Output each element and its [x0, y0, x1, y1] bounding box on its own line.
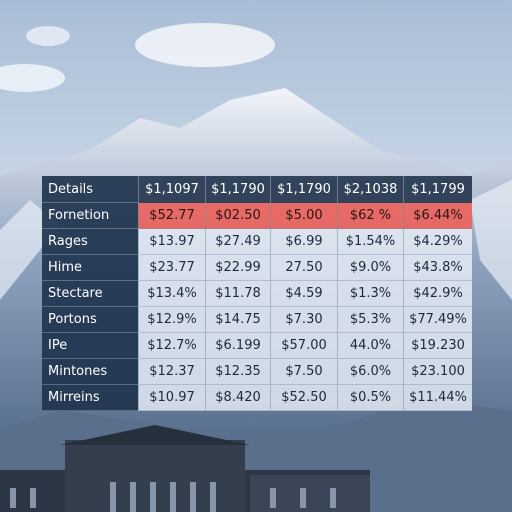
table-cell: $62 %: [337, 203, 403, 229]
table-cell: 44.0%: [337, 333, 403, 359]
header-label: Details: [42, 176, 138, 203]
table-cell: 27.50: [270, 255, 337, 281]
table-cell: $23.77: [138, 255, 205, 281]
row-label: Mirreins: [42, 385, 138, 411]
table-cell: $13.97: [138, 229, 205, 255]
table-cell: $5.3%: [337, 307, 403, 333]
table-cell: $77.49%: [403, 307, 472, 333]
cloud: [135, 23, 275, 67]
header-cell: $1,1097: [138, 176, 205, 203]
table-cell: $27.49: [205, 229, 270, 255]
table-cell: $22.99: [205, 255, 270, 281]
row-label: IPe: [42, 333, 138, 359]
cloud: [0, 64, 65, 92]
table-cell: $12.35: [205, 359, 270, 385]
table-cell: $14.75: [205, 307, 270, 333]
row-label: Portons: [42, 307, 138, 333]
header-cell: $1,1799: [403, 176, 472, 203]
table-cell: $8.420: [205, 385, 270, 411]
table-cell: $12.7%: [138, 333, 205, 359]
header-cell: $1,1790: [270, 176, 337, 203]
table-cell: $1.3%: [337, 281, 403, 307]
table-cell: $13.4%: [138, 281, 205, 307]
table-cell: $4.59: [270, 281, 337, 307]
table-cell: $6.199: [205, 333, 270, 359]
table-cell: $7.50: [270, 359, 337, 385]
table-cell: $7.30: [270, 307, 337, 333]
snow: [470, 180, 512, 300]
row-label: Hime: [42, 255, 138, 281]
table-cell: $57.00: [270, 333, 337, 359]
table-cell: $5.00: [270, 203, 337, 229]
table-cell: $52.50: [270, 385, 337, 411]
table-cell: $52.77: [138, 203, 205, 229]
row-label: Rages: [42, 229, 138, 255]
header-cell: $2,1038: [337, 176, 403, 203]
table-cell: $19.230: [403, 333, 472, 359]
table-cell: $9.0%: [337, 255, 403, 281]
table-cell: $0.5%: [337, 385, 403, 411]
row-label: Stectare: [42, 281, 138, 307]
table-cell: $23.100: [403, 359, 472, 385]
table-cell: $12.9%: [138, 307, 205, 333]
row-label: Mintones: [42, 359, 138, 385]
building: [0, 425, 370, 512]
table-cell: $10.97: [138, 385, 205, 411]
table-cell: $6.44%: [403, 203, 472, 229]
row-label: Fornetion: [42, 203, 138, 229]
table-cell: $42.9%: [403, 281, 472, 307]
table-cell: $6.0%: [337, 359, 403, 385]
table-cell: $43.8%: [403, 255, 472, 281]
table-cell: $1.54%: [337, 229, 403, 255]
table-cell: $11.78: [205, 281, 270, 307]
table-cell: $6.99: [270, 229, 337, 255]
table-cell: $11.44%: [403, 385, 472, 411]
cloud: [26, 26, 70, 46]
header-cell: $1,1790: [205, 176, 270, 203]
table-cell: $02.50: [205, 203, 270, 229]
table-cell: $12.37: [138, 359, 205, 385]
table-cell: $4.29%: [403, 229, 472, 255]
